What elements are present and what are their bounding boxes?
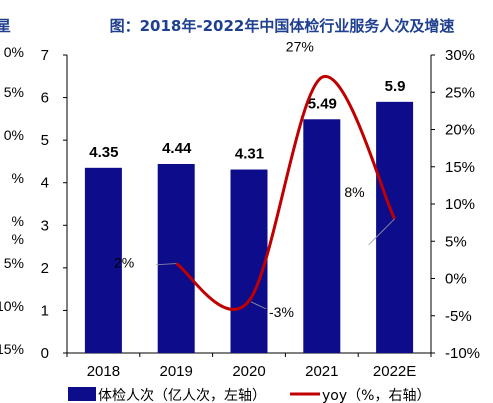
legend-bar-swatch [68,387,96,401]
line-value-label: -3% [269,304,294,320]
bar-value-label: 4.44 [162,140,192,157]
legend-line-label: yoy（%，右轴） [322,388,430,403]
cutoff-axis-label: % [12,170,24,186]
yoy-line [175,75,396,311]
x-tick-label: 2021 [305,363,338,380]
bar [157,163,195,353]
left-tick-label: 4 [41,175,49,192]
leader-line [250,301,267,310]
cutoff-axis-label: 0% [4,44,24,60]
cutoff-axis-label: 10% [0,298,24,314]
left-tick-label: 7 [41,47,49,64]
right-tick-label: 20% [445,122,475,139]
bar [303,119,341,353]
bar [230,169,268,353]
cutoff-axis-label: 15% [0,341,24,357]
line-value-label: 2% [114,255,134,271]
plot-area: 0 1 2 3 4 5 6 7 -10% -5% 0% 5% 10% 15% 20% 25% 30% 2018 20… [41,38,480,380]
legend: 体检人次（亿人次，左轴） yoy（%，右轴） [68,387,430,403]
bar-value-label: 4.35 [89,144,118,161]
bar [84,167,122,353]
cutoff-axis-label: 5% [4,255,24,271]
bar-value-label: 5.9 [385,78,406,95]
left-tick-label: 6 [41,90,49,107]
right-tick-label: 25% [445,84,475,101]
left-tick-label: 5 [41,132,49,149]
bar-value-label: 5.49 [308,95,337,112]
left-tick-label: 3 [41,217,49,234]
bar [376,101,414,353]
leader-line [156,263,177,265]
bar-value-label: 4.31 [235,146,264,163]
right-tick-label: 10% [445,196,475,213]
line-value-label: 8% [344,184,364,200]
right-tick-label: -10% [445,345,480,362]
cutoff-axis-label: 5% [4,84,24,100]
right-tick-label: 5% [445,233,467,250]
legend-bar-label: 体检人次（亿人次，左轴） [98,388,266,403]
leader-line [368,218,395,246]
chart-title: 图：2018年-2022年中国体检行业服务人次及增速 [110,17,455,35]
cutoff-axis-label: % [12,213,24,229]
cutoff-axis-label: % [12,231,24,247]
left-tick-label: 2 [41,260,49,277]
x-tick-label: 2020 [232,363,265,380]
x-tick-label: 2018 [87,363,120,380]
cutoff-title-fragment: 星 [0,17,11,35]
right-tick-label: 0% [445,271,467,288]
right-tick-label: -5% [445,308,472,325]
left-tick-label: 0 [41,345,49,362]
x-tick-label: 2019 [160,363,193,380]
line-value-label: 27% [286,38,314,54]
cutoff-axis-label: 0% [4,127,24,143]
left-cutoff-chart: 星 0% 5% 0%%%% 5% 10% 15% [0,17,24,357]
right-tick-label: 15% [445,159,475,176]
right-tick-label: 30% [445,47,475,64]
x-tick-label: 2022E [373,363,416,380]
left-tick-label: 1 [41,302,49,319]
